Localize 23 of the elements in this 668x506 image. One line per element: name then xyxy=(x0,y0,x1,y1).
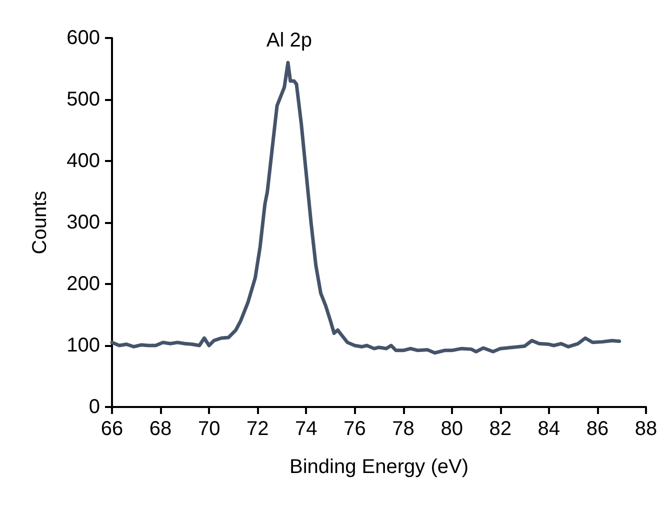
y-axis-title: Counts xyxy=(29,190,51,254)
y-tick-label: 600 xyxy=(66,27,100,49)
x-tick-label: 86 xyxy=(586,418,609,440)
x-axis-title: Binding Energy (eV) xyxy=(290,456,468,478)
annotation: Al 2p xyxy=(266,30,312,52)
x-tick-label: 68 xyxy=(149,418,172,440)
x-tick-label: 80 xyxy=(440,418,463,440)
x-tick-label: 82 xyxy=(489,418,512,440)
x-tick-label: 70 xyxy=(198,418,220,440)
x-tick-label: 72 xyxy=(246,418,269,440)
x-tick-label: 84 xyxy=(538,418,560,440)
line-series xyxy=(110,60,622,355)
y-tick-label: 300 xyxy=(66,212,100,234)
x-tick-label: 74 xyxy=(295,418,318,440)
y-tick-label: 0 xyxy=(88,396,100,418)
x-tick-label: 78 xyxy=(392,418,414,440)
y-tick-label: 400 xyxy=(66,150,100,172)
x-tick-label: 66 xyxy=(100,418,124,440)
x-tick-label: 88 xyxy=(634,418,658,440)
y-tick-label: 500 xyxy=(66,88,100,110)
y-tick-label: 200 xyxy=(66,273,100,295)
x-tick-label: 76 xyxy=(344,418,366,440)
y-tick-label: 100 xyxy=(66,334,100,356)
